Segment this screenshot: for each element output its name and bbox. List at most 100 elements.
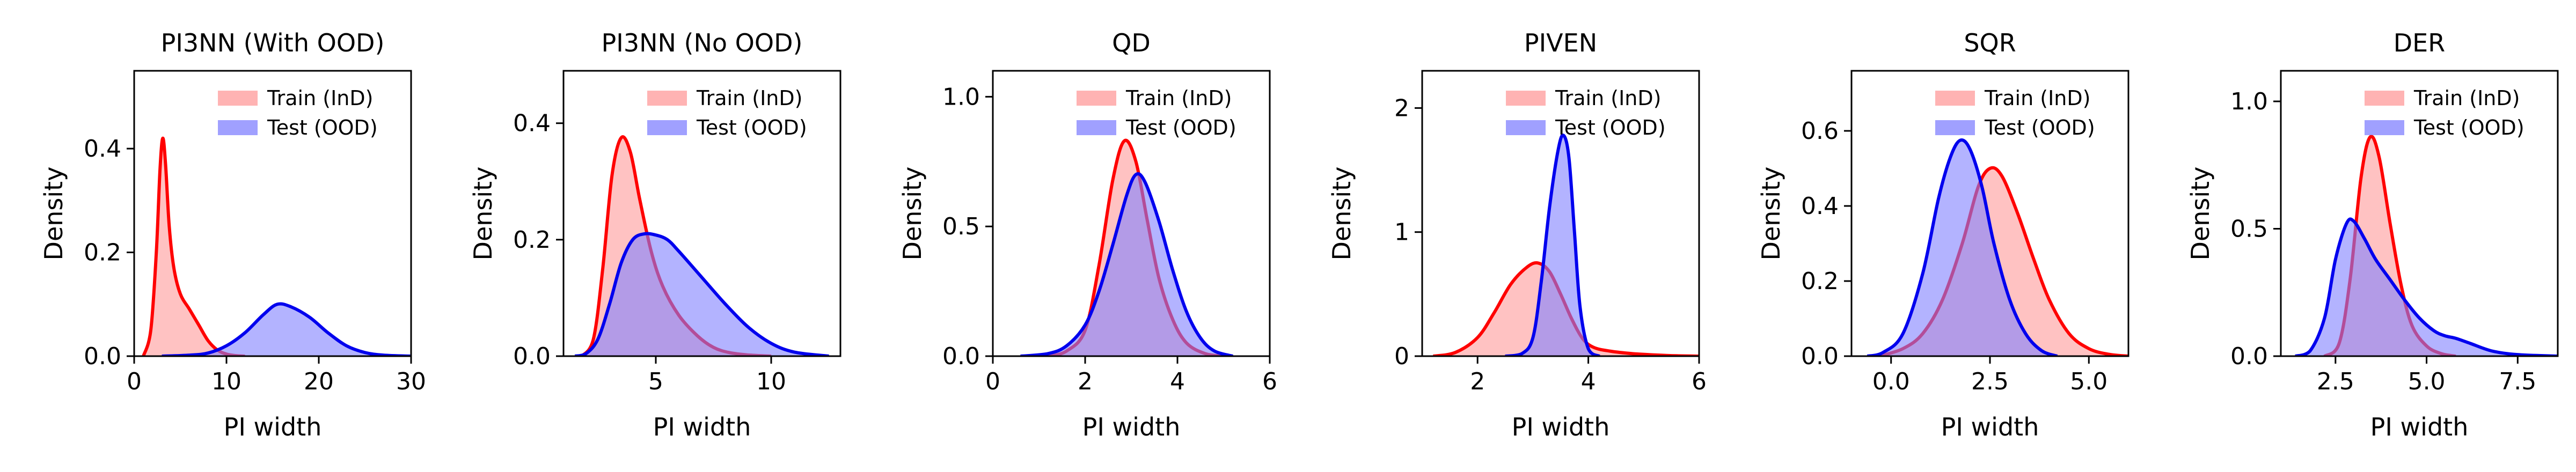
x-tick-label: 5.0: [2070, 368, 2107, 395]
y-tick-label: 0.0: [1801, 343, 1839, 370]
y-tick-label: 0.4: [513, 110, 551, 137]
y-tick-label: 0: [1394, 343, 1409, 370]
x-tick-label: 6: [1262, 368, 1277, 395]
panel-title: PI3NN (No OOD): [602, 28, 803, 57]
x-tick-label: 30: [396, 368, 426, 395]
axes-frame: [1421, 70, 1700, 357]
panel-4: 2 4 6 0 1 2 PIVEN PI width Density Train (InD) Tes…: [1327, 28, 1707, 441]
legend-label-train: Train (InD): [2413, 86, 2520, 110]
y-axis-label: Density: [898, 167, 927, 261]
y-tick-label: 0.2: [1801, 268, 1839, 295]
panel-6: 2.5 5.0 7.5 0.0 0.5 1.0 DER PI width Density Trai…: [2186, 28, 2559, 441]
density-fill-train: [143, 138, 245, 356]
legend-label-train: Train (InD): [1555, 86, 1661, 110]
x-axis-label: PI width: [1941, 412, 2039, 441]
legend-label-test: Test (OOD): [696, 116, 807, 139]
density-fill-test: [1505, 135, 1600, 356]
y-tick-label: 0.0: [942, 343, 980, 370]
x-tick-label: 0: [985, 368, 1000, 395]
legend-label-train: Train (InD): [1984, 86, 2090, 110]
y-tick-label: 1.0: [942, 83, 980, 110]
y-tick-label: 0.6: [1801, 117, 1839, 145]
legend-label-test: Test (OOD): [1125, 116, 1236, 139]
y-tick-label: 0.4: [1801, 193, 1839, 220]
x-axis-label: PI width: [1512, 412, 1610, 441]
density-fill-test: [2295, 219, 2558, 356]
density-line-test: [2295, 217, 2558, 356]
y-tick-label: 0.5: [942, 213, 980, 240]
panel-2: 5 10 0.0 0.2 0.4 PI3NN (No OOD) PI width Densit…: [469, 28, 841, 441]
x-tick-label: 20: [304, 368, 334, 395]
density-line-test: [1020, 172, 1234, 356]
density-fill-test: [1020, 173, 1233, 356]
panel-5: 0.0 2.5 5.0 0.0 0.2 0.4 0.6 SQR PI width Density T…: [1757, 28, 2129, 441]
axes-frame: [992, 70, 1271, 357]
y-tick-label: 0.0: [2230, 343, 2268, 370]
y-axis-label: Density: [2186, 167, 2215, 261]
legend-swatch-test: [1506, 120, 1546, 135]
legend-swatch-test: [1077, 120, 1116, 135]
y-axis-label: Density: [1327, 167, 1356, 261]
legend-swatch-train: [647, 91, 687, 106]
legend-label-test: Test (OOD): [267, 116, 378, 139]
axes-frame: [562, 70, 841, 357]
panel-title: PI3NN (With OOD): [161, 28, 385, 57]
x-tick-label: 0: [127, 368, 142, 395]
legend-label-train: Train (InD): [1125, 86, 1232, 110]
legend-swatch-test: [218, 120, 258, 135]
y-tick-label: 0.5: [2230, 216, 2268, 243]
y-tick-label: 0.4: [84, 135, 121, 163]
x-tick-label: 0.0: [1872, 368, 1910, 395]
x-axis-label: PI width: [1082, 412, 1181, 441]
x-tick-label: 7.5: [2499, 368, 2536, 395]
legend-label-test: Test (OOD): [1984, 116, 2095, 139]
y-tick-label: 0.2: [513, 226, 551, 254]
legend-swatch-train: [1935, 91, 1975, 106]
legend-label-test: Test (OOD): [2413, 116, 2524, 139]
x-tick-label: 6: [1692, 368, 1707, 395]
x-tick-label: 10: [756, 368, 786, 395]
x-axis-label: PI width: [2370, 412, 2469, 441]
legend-swatch-test: [2365, 120, 2404, 135]
x-tick-label: 2: [1470, 368, 1485, 395]
legend-label-test: Test (OOD): [1555, 116, 1666, 139]
y-axis-label: Density: [1757, 167, 1785, 261]
legend-swatch-train: [2365, 91, 2404, 106]
x-tick-label: 5.0: [2408, 368, 2446, 395]
legend-swatch-test: [1935, 120, 1975, 135]
legend-label-train: Train (InD): [696, 86, 802, 110]
x-axis-label: PI width: [224, 412, 322, 441]
axes-frame: [2280, 70, 2559, 357]
x-axis-label: PI width: [653, 412, 751, 441]
legend-swatch-test: [647, 120, 687, 135]
panel-title: DER: [2394, 28, 2445, 57]
panel-3: 0 2 4 6 0.0 0.5 1.0 QD PI width Density Train (InD…: [898, 28, 1277, 441]
x-tick-label: 4: [1170, 368, 1185, 395]
legend-swatch-train: [1506, 91, 1546, 106]
x-tick-label: 5: [648, 368, 663, 395]
density-line-test: [1505, 134, 1600, 356]
panel-1: 0 10 20 30 0.0 0.2 0.4 PI3NN (With OOD) PI width…: [39, 28, 426, 441]
density-line-test: [162, 302, 411, 356]
density-fill-test: [162, 304, 411, 356]
x-tick-label: 10: [211, 368, 241, 395]
y-tick-label: 0.0: [84, 343, 121, 370]
density-line-test: [574, 232, 829, 356]
x-tick-label: 2.5: [1971, 368, 2009, 395]
legend-swatch-train: [218, 91, 258, 106]
axes-frame: [133, 70, 412, 357]
y-axis-label: Density: [469, 167, 497, 261]
panel-title: SQR: [1964, 28, 2016, 57]
y-tick-label: 1.0: [2230, 88, 2268, 115]
x-tick-label: 4: [1581, 368, 1596, 395]
legend-label-train: Train (InD): [267, 86, 373, 110]
y-tick-label: 1: [1394, 219, 1409, 246]
density-line-test: [1867, 138, 2058, 356]
y-axis-label: Density: [39, 167, 68, 261]
legend-swatch-train: [1077, 91, 1116, 106]
panel-title: QD: [1112, 28, 1151, 57]
x-tick-label: 2: [1078, 368, 1093, 395]
y-tick-label: 0.2: [84, 239, 121, 267]
panel-title: PIVEN: [1524, 28, 1597, 57]
